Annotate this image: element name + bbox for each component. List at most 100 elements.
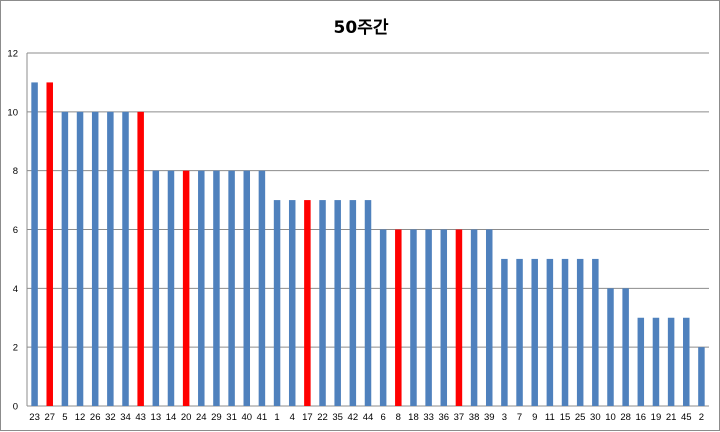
x-tick-label: 14 [166, 412, 177, 423]
x-tick-label: 45 [681, 412, 692, 423]
bar [349, 200, 357, 406]
bar [213, 170, 220, 406]
x-tick-label: 26 [90, 412, 101, 423]
x-tick-label: 28 [620, 412, 631, 423]
bar [334, 200, 341, 406]
bar [485, 229, 493, 406]
x-tick-label: 17 [302, 412, 313, 423]
x-tick-label: 15 [560, 412, 571, 423]
bar [410, 229, 417, 406]
x-tick-label: 16 [636, 412, 647, 423]
x-tick-label: 2 [699, 412, 704, 423]
x-tick-label: 12 [75, 412, 86, 423]
bar-highlighted [455, 229, 463, 406]
x-tick-label: 9 [532, 412, 537, 423]
bar [152, 170, 160, 406]
bar [273, 200, 281, 406]
bar-highlighted [182, 170, 190, 406]
x-tick-label: 10 [605, 412, 616, 423]
x-tick-label: 4 [290, 412, 295, 423]
bar [576, 258, 584, 406]
bar [592, 258, 599, 406]
x-tick-label: 18 [408, 412, 419, 423]
x-tick-label: 34 [120, 412, 131, 423]
bar [607, 288, 614, 406]
y-tick-label: 10 [7, 107, 18, 118]
bar-highlighted [395, 229, 402, 406]
x-tick-label: 44 [363, 412, 374, 423]
bar [91, 111, 99, 406]
x-tick-label: 1 [274, 412, 279, 423]
bar [258, 170, 266, 406]
x-tick-label: 8 [396, 412, 401, 423]
x-tick-label: 42 [348, 412, 359, 423]
bar [61, 111, 69, 406]
bar [516, 258, 523, 406]
bar [425, 229, 432, 406]
x-tick-label: 23 [29, 412, 40, 423]
bar [31, 82, 38, 407]
bar [243, 170, 251, 406]
y-tick-label: 2 [13, 343, 18, 354]
x-tick-label: 3 [502, 412, 507, 423]
bar [319, 200, 326, 406]
x-tick-label: 20 [181, 412, 192, 423]
x-tick-label: 40 [241, 412, 252, 423]
x-tick-label: 5 [62, 412, 67, 423]
x-tick-label: 29 [211, 412, 222, 423]
x-tick-label: 11 [545, 412, 555, 423]
bar [561, 258, 569, 406]
x-tick-label: 43 [135, 412, 146, 423]
bar [470, 229, 478, 406]
bar [683, 317, 690, 406]
y-tick-label: 0 [13, 402, 18, 413]
chart-title: 50주간 [333, 18, 389, 38]
y-tick-label: 12 [7, 49, 18, 60]
bar [76, 111, 84, 406]
bar [198, 170, 205, 406]
x-tick-label: 36 [438, 412, 449, 423]
bar [652, 317, 660, 406]
x-tick-label: 21 [666, 412, 677, 423]
bar [667, 317, 675, 406]
bar [122, 111, 129, 406]
y-tick-label: 6 [13, 225, 18, 236]
x-tick-label: 19 [651, 412, 662, 423]
bar [546, 258, 554, 406]
x-tick-label: 41 [257, 412, 268, 423]
bar-highlighted [46, 82, 53, 407]
x-tick-label: 33 [423, 412, 434, 423]
bar [622, 288, 629, 406]
bar [364, 200, 372, 406]
bar [698, 347, 705, 406]
x-tick-label: 38 [469, 412, 480, 423]
bar [379, 229, 387, 406]
x-tick-label: 31 [226, 412, 237, 423]
x-tick-label: 24 [196, 412, 207, 423]
bar-highlighted [137, 111, 144, 406]
x-tick-label: 27 [44, 412, 55, 423]
x-tick-label: 35 [332, 412, 343, 423]
bar [501, 258, 508, 406]
x-tick-label: 22 [317, 412, 328, 423]
bar [107, 111, 114, 406]
bar [167, 170, 175, 406]
x-tick-label: 32 [105, 412, 116, 423]
y-tick-label: 8 [13, 166, 18, 177]
x-tick-label: 25 [575, 412, 586, 423]
x-tick-label: 13 [151, 412, 162, 423]
x-tick-label: 37 [454, 412, 465, 423]
bar [440, 229, 448, 406]
bar [288, 200, 296, 406]
bar [228, 170, 235, 406]
bar [531, 258, 538, 406]
bar-highlighted [304, 200, 311, 406]
x-tick-label: 30 [590, 412, 601, 423]
x-tick-label: 7 [517, 412, 522, 423]
bar [637, 317, 645, 406]
y-tick-label: 4 [13, 284, 18, 295]
x-tick-label: 39 [484, 412, 495, 423]
x-tick-label: 6 [381, 412, 386, 423]
